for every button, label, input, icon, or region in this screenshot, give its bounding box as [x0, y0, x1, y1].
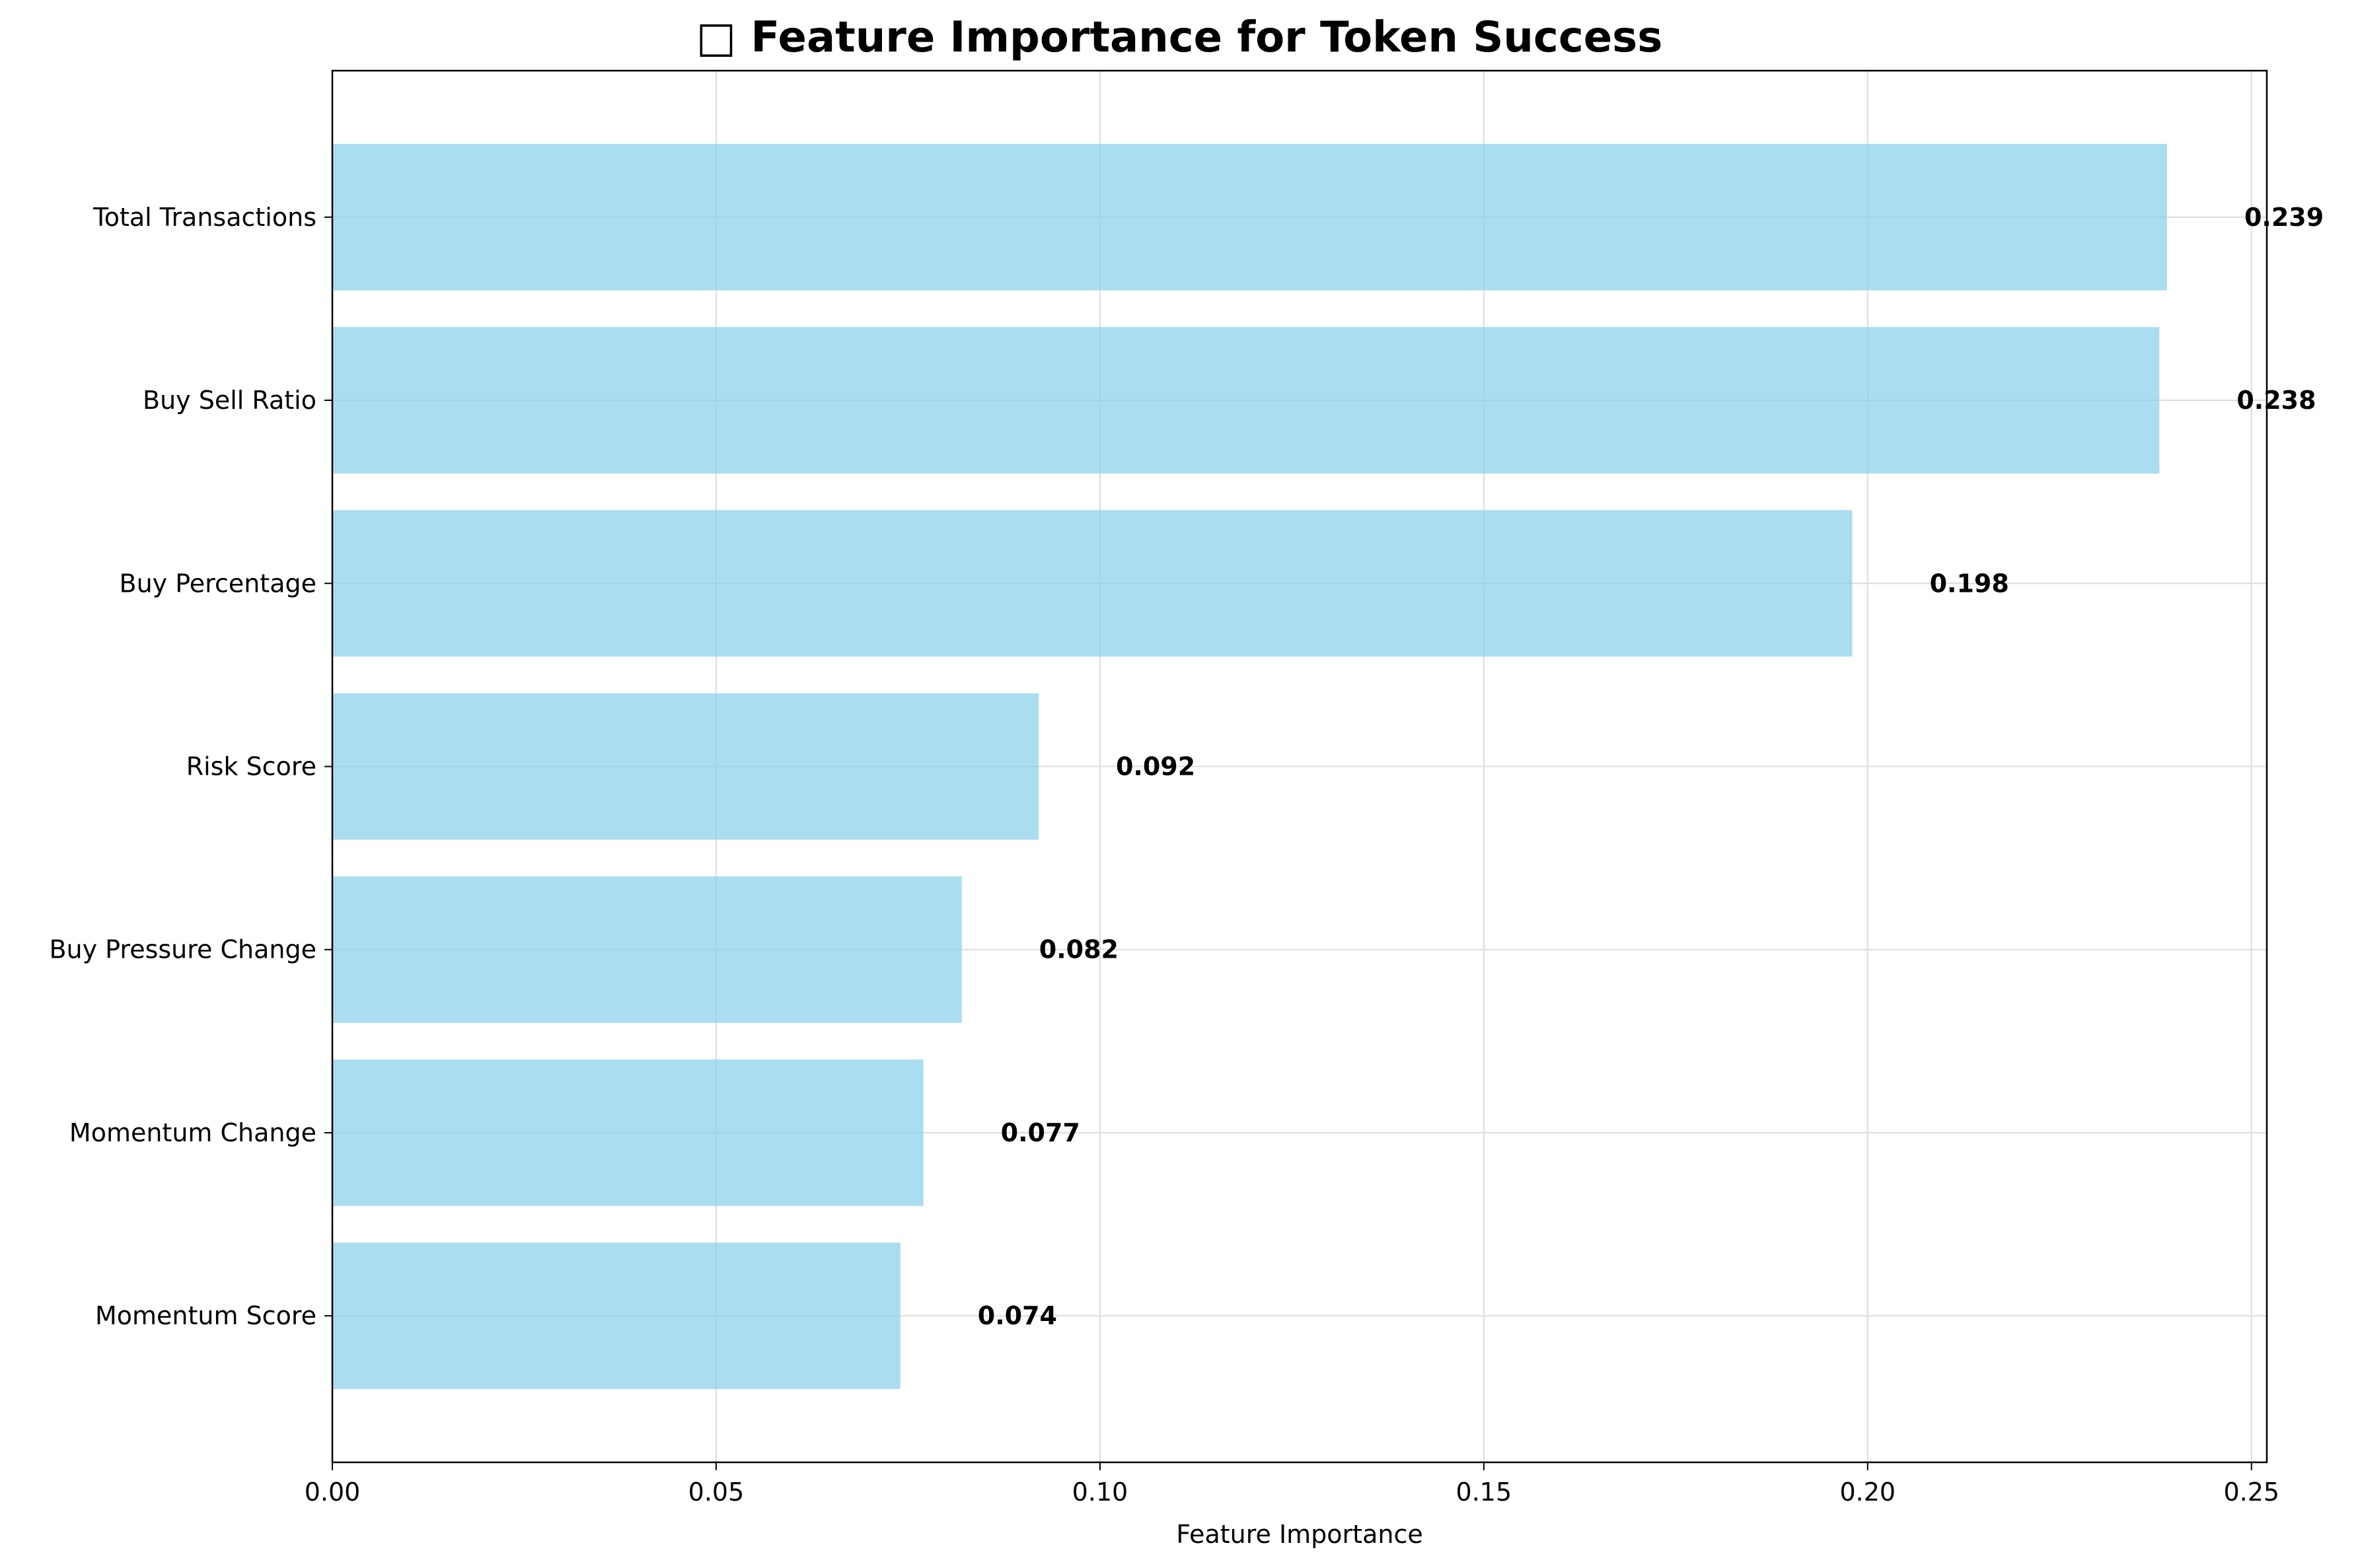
bar — [332, 327, 2160, 474]
bar — [332, 143, 2167, 291]
x-tick-label: 0.25 — [2223, 1478, 2279, 1507]
y-tick-label: Risk Score — [186, 752, 316, 781]
bar-value-label: 0.092 — [1116, 752, 1195, 781]
bar-value-label: 0.198 — [1930, 569, 2009, 598]
x-tick-labels: 0.00 0.05 0.10 0.15 0.20 0.25 — [305, 1478, 2279, 1507]
bar-value-label: 0.082 — [1039, 935, 1119, 964]
chart-title: □ Feature Importance for Token Success — [696, 13, 1663, 62]
y-tick-label: Total Transactions — [92, 203, 316, 232]
x-tick-label: 0.15 — [1456, 1478, 1512, 1507]
bars — [332, 143, 2167, 1390]
bar — [332, 1242, 901, 1390]
x-tick-label: 0.10 — [1072, 1478, 1128, 1507]
bar-value-label: 0.074 — [978, 1301, 1057, 1330]
bar — [332, 1059, 924, 1206]
axes — [324, 69, 2268, 1470]
y-tick-labels: Total Transactions Buy Sell Ratio Buy Perc… — [49, 203, 316, 1330]
bar — [332, 876, 962, 1023]
y-tick-label: Momentum Score — [95, 1301, 316, 1330]
bar-value-label: 0.239 — [2244, 203, 2324, 232]
x-tick-label: 0.00 — [305, 1478, 361, 1507]
bar — [332, 693, 1039, 840]
bar — [332, 510, 1853, 657]
x-axis-label: Feature Importance — [1176, 1520, 1422, 1549]
x-tick-label: 0.20 — [1840, 1478, 1896, 1507]
bar-value-label: 0.238 — [2236, 386, 2316, 415]
plot-frame — [331, 69, 2268, 1464]
y-tick-label: Momentum Change — [69, 1118, 316, 1147]
y-tick-label: Buy Sell Ratio — [143, 386, 316, 415]
value-labels: 0.239 0.238 0.198 0.092 0.082 0.077 0.074 — [978, 203, 2324, 1330]
x-tick-label: 0.05 — [688, 1478, 745, 1507]
bar-value-label: 0.077 — [1001, 1118, 1080, 1147]
y-tick-label: Buy Pressure Change — [49, 935, 316, 964]
y-tick-label: Buy Percentage — [120, 569, 317, 598]
